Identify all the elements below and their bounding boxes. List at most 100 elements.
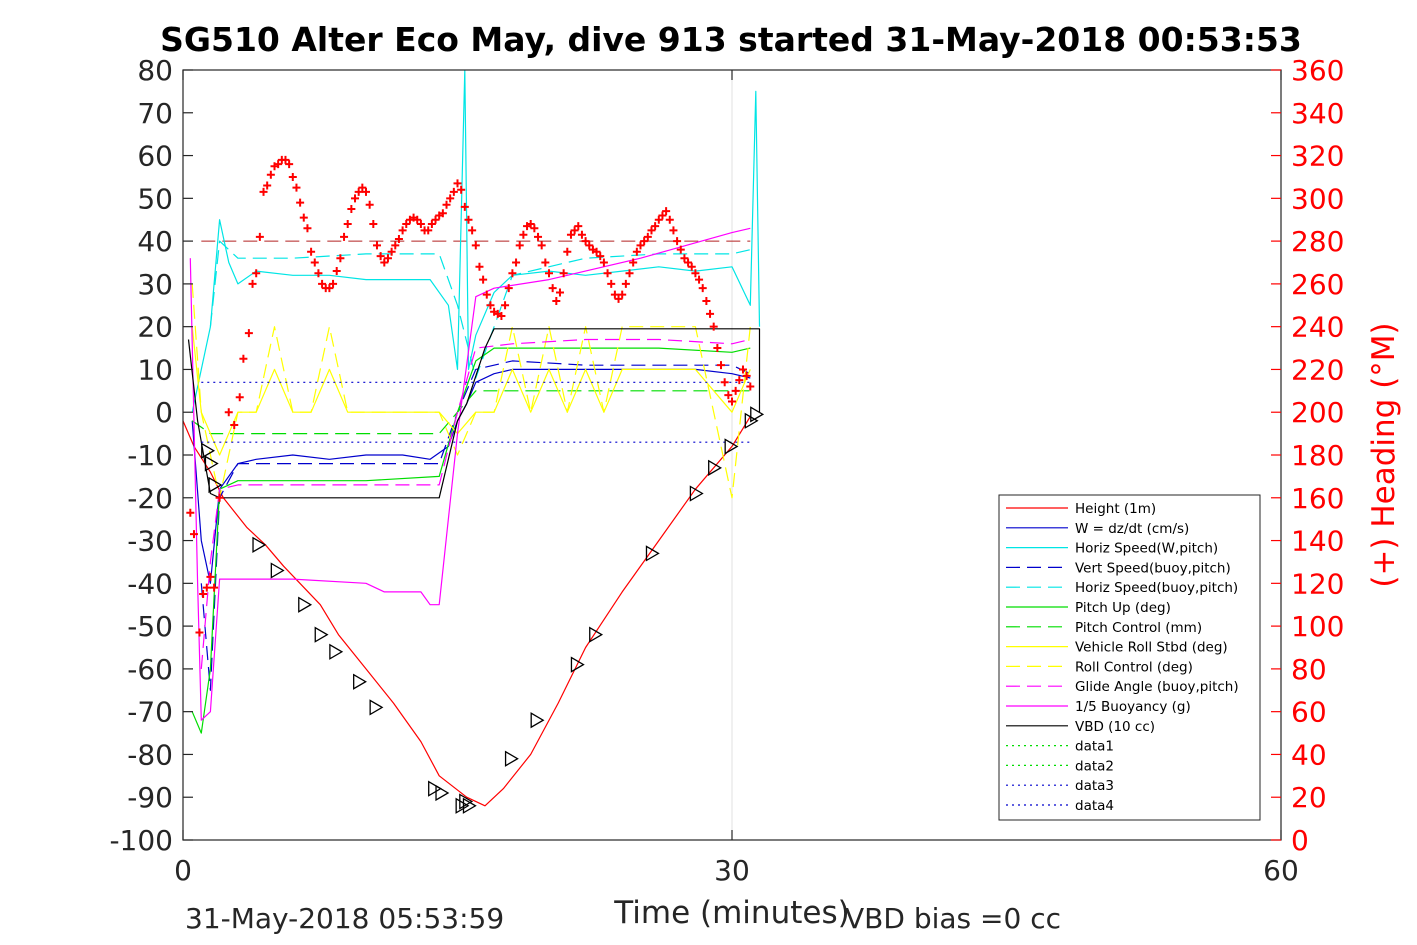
heading-marker [585, 241, 594, 250]
heading-marker [515, 241, 524, 250]
triangle-marker [724, 438, 739, 455]
heading-marker [526, 220, 535, 228]
heading-marker [563, 247, 572, 256]
heading-marker [504, 284, 513, 293]
y-tick-label: -80 [127, 738, 173, 771]
heading-marker [446, 194, 455, 203]
x-tick-label: 30 [714, 854, 750, 887]
triangle-marker [645, 545, 660, 562]
heading-marker [372, 241, 381, 250]
heading-marker [457, 185, 466, 194]
heading-marker [508, 269, 517, 278]
heading-marker [574, 222, 583, 231]
heading-marker [266, 170, 275, 179]
heading-marker [592, 247, 601, 256]
heading-marker [552, 297, 561, 305]
heading-marker [566, 230, 575, 239]
heading-marker [614, 294, 623, 303]
heading-marker [673, 237, 682, 246]
series-layer [183, 70, 761, 807]
heading-marker [394, 234, 403, 243]
heading-marker [244, 329, 253, 338]
heading-marker [391, 241, 400, 250]
legend-label: Pitch Up (deg) [1075, 600, 1171, 616]
triangle-marker [298, 596, 313, 613]
heading-marker [717, 361, 726, 370]
heading-marker [416, 220, 425, 228]
legend-label: data2 [1075, 758, 1114, 774]
heading-marker [607, 279, 616, 288]
heading-marker [288, 172, 297, 181]
y2-tick-label: 320 [1291, 140, 1344, 173]
heading-marker [629, 258, 638, 267]
heading-marker [303, 224, 312, 233]
y2-tick-label: 140 [1291, 525, 1344, 558]
heading-marker [281, 155, 290, 164]
heading-marker [541, 258, 550, 267]
heading-marker [603, 269, 612, 278]
triangle-marker [504, 750, 519, 767]
footer-timestamp: 31-May-2018 05:53:59 [185, 902, 504, 935]
heading-marker [354, 187, 363, 196]
legend-label: Roll Control (deg) [1075, 659, 1193, 675]
heading-marker [482, 290, 491, 299]
legend-label: Horiz Speed(buoy,pitch) [1075, 580, 1238, 596]
heading-marker [735, 376, 744, 385]
y2-tick-label: 80 [1291, 653, 1327, 686]
footer-vbd-bias: VBD bias =0 cc [845, 902, 1061, 935]
legend-label: data1 [1075, 739, 1114, 755]
triangle-marker [204, 455, 219, 472]
heading-marker [259, 187, 268, 196]
triangle-marker [435, 784, 450, 802]
y-tick-label: 50 [137, 182, 173, 215]
heading-marker [189, 530, 198, 539]
triangle-marker [270, 562, 285, 579]
series-line-horiz-speed-buoy-pitch [209, 240, 751, 379]
legend-label: Vert Speed(buoy,pitch) [1075, 560, 1231, 576]
y2-tick-label: 220 [1291, 353, 1344, 386]
heading-marker [340, 232, 349, 241]
x-tick-label: 60 [1263, 854, 1299, 887]
triangle-marker [708, 459, 722, 476]
heading-marker [453, 179, 462, 188]
heading-marker [351, 194, 360, 203]
heading-marker [581, 237, 590, 246]
heading-marker [255, 232, 264, 241]
heading-marker [702, 297, 711, 305]
y-tick-label: -20 [127, 482, 173, 515]
y2-tick-label: 200 [1291, 396, 1344, 429]
heading-marker [318, 279, 327, 288]
heading-marker [248, 279, 257, 288]
heading-marker [383, 254, 392, 263]
heading-marker [252, 269, 261, 278]
y-tick-label: -60 [127, 653, 173, 686]
y2-tick-label: 20 [1291, 781, 1327, 814]
heading-marker [343, 220, 352, 228]
heading-marker [596, 252, 605, 261]
heading-marker [691, 269, 700, 278]
heading-marker [512, 258, 521, 267]
x-axis-label: Time (minutes) [613, 895, 849, 931]
heading-marker [658, 211, 667, 220]
heading-marker [202, 583, 211, 592]
heading-marker [728, 397, 736, 406]
heading-marker [263, 181, 272, 190]
series-line-pitch-up-deg [191, 347, 751, 734]
triangle-marker [208, 476, 223, 494]
heading-marker [413, 215, 422, 224]
x-tick-label: 0 [174, 854, 192, 887]
y2-axis-label: (+) Heading (°M) [1366, 322, 1402, 587]
heading-marker [325, 284, 334, 293]
heading-marker [210, 583, 219, 592]
heading-marker [746, 382, 755, 391]
triangle-marker [428, 780, 443, 797]
y2-tick-label: 260 [1291, 268, 1344, 301]
legend-label: Horiz Speed(W,pitch) [1075, 541, 1218, 557]
heading-marker [654, 215, 663, 224]
y2-tick-label: 300 [1291, 182, 1344, 215]
series-line-height-1m [183, 416, 751, 807]
y2-tick-label: 60 [1291, 696, 1327, 729]
heading-marker [224, 408, 233, 417]
legend-label: Glide Angle (buoy,pitch) [1075, 679, 1239, 695]
